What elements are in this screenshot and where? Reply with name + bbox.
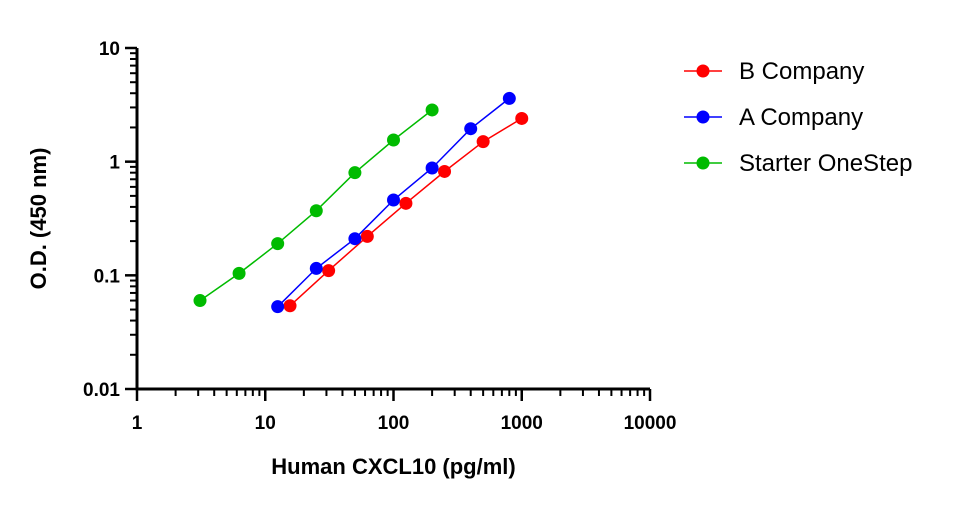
data-point-a-company <box>425 161 439 175</box>
series-a-company <box>271 91 516 314</box>
legend-label: A Company <box>739 104 863 131</box>
legend-item-b-company: B Company <box>684 58 864 85</box>
legend-marker <box>696 156 710 170</box>
series-b-company <box>283 111 529 313</box>
data-point-starter-onestep <box>193 294 207 308</box>
data-point-a-company <box>271 300 285 314</box>
axes: 1 10 100 1000 10000 0.01 0.1 1 10 <box>83 39 676 434</box>
y-axis-title: O.D. (450 nm) <box>26 148 51 290</box>
data-point-starter-onestep <box>387 133 400 147</box>
data-point-b-company <box>476 135 490 149</box>
data-point-b-company <box>438 164 452 178</box>
y-tick-label: 1 <box>109 153 120 174</box>
data-point-a-company <box>309 261 323 275</box>
x-tick-label: 100 <box>378 413 410 434</box>
legend-marker <box>696 64 710 78</box>
data-point-b-company <box>283 299 297 313</box>
legend: B Company A Company Starter OneStep <box>684 58 912 177</box>
x-tick-label: 1000 <box>501 413 543 434</box>
y-tick-label: 0.1 <box>94 266 121 287</box>
data-point-b-company <box>322 264 336 278</box>
data-point-a-company <box>464 122 478 136</box>
data-point-starter-onestep <box>309 204 323 218</box>
y-tick-label: 10 <box>99 39 120 60</box>
x-axis-title: Human CXCL10 (pg/ml) <box>271 454 515 479</box>
legend-label: Starter OneStep <box>739 150 912 177</box>
data-point-starter-onestep <box>425 103 439 117</box>
legend-item-starter-onestep: Starter OneStep <box>684 150 912 177</box>
data-point-starter-onestep <box>348 166 362 180</box>
legend-label: B Company <box>739 58 864 85</box>
series-starter-onestep <box>193 103 439 308</box>
y-tick-label: 0.01 <box>83 380 120 401</box>
series-layer <box>193 91 529 314</box>
data-point-a-company <box>502 91 516 105</box>
x-tick-label: 10 <box>255 413 276 434</box>
data-point-starter-onestep <box>232 266 246 280</box>
data-point-starter-onestep <box>271 237 285 251</box>
data-point-b-company <box>360 229 374 243</box>
x-tick-label: 1 <box>132 413 143 434</box>
data-point-a-company <box>348 232 362 246</box>
legend-marker <box>696 110 710 124</box>
data-point-a-company <box>387 193 400 207</box>
x-tick-label: 10000 <box>624 413 677 434</box>
data-point-b-company <box>399 196 413 210</box>
data-point-b-company <box>515 111 529 125</box>
legend-item-a-company: A Company <box>684 104 863 131</box>
